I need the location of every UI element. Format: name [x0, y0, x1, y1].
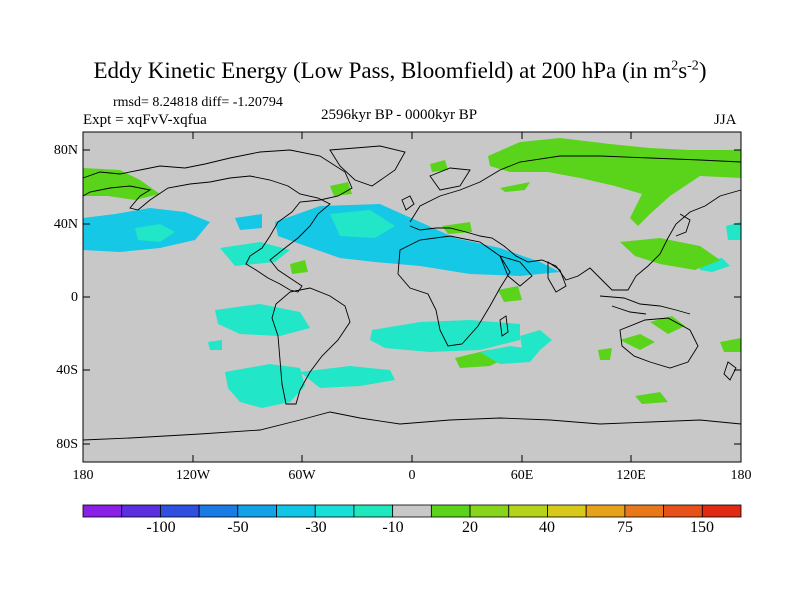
patch-sind-cyan — [480, 346, 540, 364]
patch-natl-cyan2 — [330, 210, 395, 238]
patch-sind-green — [720, 338, 741, 352]
colorbar-label: 40 — [539, 519, 555, 536]
patch-europe-green — [488, 138, 741, 226]
colorbar-swatch — [314, 504, 355, 518]
patch-aus-green2 — [650, 316, 685, 334]
patch-namer-cyan — [220, 242, 290, 266]
lon-label: 180 — [72, 468, 94, 483]
colorbar-swatch — [508, 504, 548, 518]
colorbar-swatch — [160, 504, 200, 518]
colorbar-swatch — [547, 504, 587, 518]
axis-ticks — [82, 132, 742, 462]
lon-label: 120E — [616, 468, 646, 483]
patch-satl-cyan — [370, 320, 520, 352]
patch-sio-cyan — [520, 330, 552, 350]
coastlines — [82, 145, 742, 441]
rmsd-diff-stats: rmsd= 8.24818 diff= -1.20794 — [113, 95, 283, 110]
colorbar-swatch — [663, 504, 703, 518]
patch-africa-green — [498, 286, 522, 302]
colorbar-swatch — [430, 504, 471, 518]
experiment-label: Expt = xqFvV-xqfua — [83, 112, 207, 128]
chart-title: Eddy Kinetic Energy (Low Pass, Bloomfiel… — [93, 58, 707, 83]
colorbar-swatch — [276, 504, 316, 518]
colorbar — [82, 504, 742, 518]
lat-label: 40N — [53, 217, 78, 232]
colorbar-swatch — [198, 504, 239, 518]
patch-spac-green — [598, 348, 612, 360]
patch-europe-green2 — [500, 182, 530, 192]
colorbar-swatch — [237, 504, 277, 518]
anomaly-patches — [83, 138, 741, 408]
season-label: JJA — [714, 112, 737, 128]
patch-pac-green — [620, 238, 720, 270]
colorbar-label: 75 — [617, 519, 633, 536]
patch-np-cyan2 — [135, 224, 175, 242]
colorbar-swatch — [353, 504, 394, 518]
colorbar-swatch — [392, 504, 432, 518]
lat-label: 40S — [56, 363, 78, 378]
patch-nafr-green — [442, 222, 472, 234]
patch-sa-cyan — [300, 366, 395, 388]
lat-label: 80S — [56, 437, 78, 452]
colorbar-swatch — [121, 504, 161, 518]
patch-alaska-green — [83, 168, 160, 200]
lon-label: 120W — [175, 468, 211, 483]
colorbar-label: -10 — [382, 519, 404, 536]
patch-cana-green — [330, 182, 352, 196]
patch-sepac-cyan — [215, 304, 310, 336]
lon-label: 60E — [510, 468, 534, 483]
patch-ne-pac2 — [726, 222, 741, 240]
colorbar-label: 150 — [690, 519, 714, 536]
lat-label: 80N — [53, 143, 78, 158]
colorbar-swatch — [82, 504, 123, 518]
patch-arctic-green — [430, 160, 448, 172]
colorbar-swatch — [469, 504, 510, 518]
patch-so-green — [635, 392, 668, 404]
colorbar-swatch — [701, 504, 742, 518]
lon-label: 60W — [288, 468, 316, 483]
colorbar-swatch — [585, 504, 626, 518]
patch-pac-blue — [235, 214, 262, 230]
patch-aus-green — [620, 334, 655, 350]
colorbar-label: 20 — [462, 519, 478, 536]
colorbar-label: -100 — [146, 519, 176, 536]
lon-label: 0 — [408, 468, 416, 483]
lat-label: 0 — [71, 290, 78, 305]
lon-label: 180 — [730, 468, 752, 483]
colorbar-swatch — [624, 504, 664, 518]
patch-pac-s-cyan — [208, 340, 222, 350]
patch-us-green — [290, 260, 308, 274]
colorbar-label: -50 — [227, 519, 249, 536]
period-label: 2596kyr BP - 0000kyr BP — [321, 107, 478, 123]
colorbar-label: -30 — [305, 519, 327, 536]
